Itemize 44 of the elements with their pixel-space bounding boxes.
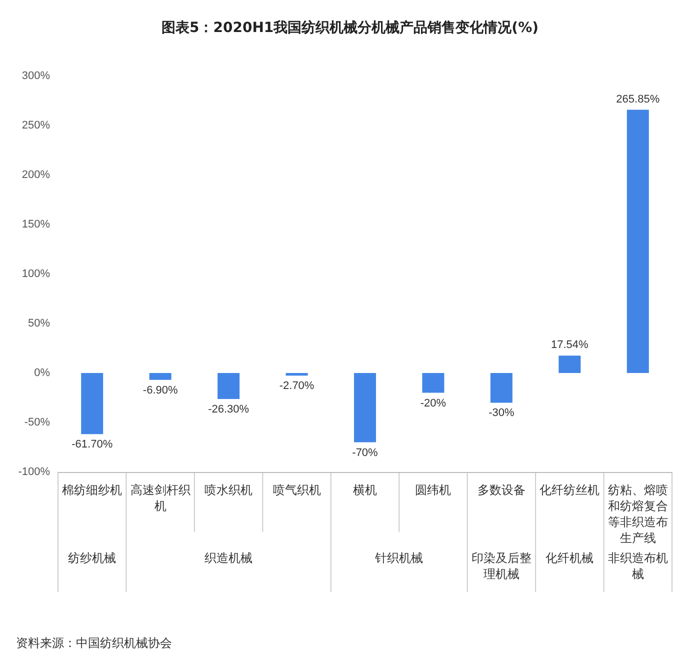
- bar: [626, 110, 649, 373]
- text: 纺纱机械: [68, 551, 116, 565]
- data-label: -6.90%: [142, 384, 178, 396]
- text: 针织机械: [374, 551, 424, 565]
- bar: [149, 373, 172, 380]
- y-tick-label: 200%: [22, 169, 50, 181]
- x-tick-label: 纺粘、熔喷和纺熔复合等非织造布生产线: [608, 483, 668, 545]
- x-tick-label: 圆纬机: [415, 483, 452, 497]
- bar: [218, 373, 240, 400]
- chart-title: 图表5：2020H1我国纺织机械分机械产品销售变化情况(%): [162, 19, 538, 36]
- y-tick-label: 100%: [22, 268, 50, 280]
- data-label: -26.30%: [208, 404, 250, 416]
- x-tick-label: 喷水织机: [204, 483, 253, 497]
- x-tick-label: 喷气织机: [272, 483, 321, 497]
- x-tick-label: 高速剑杆织机: [130, 483, 190, 513]
- y-tick-label: -100%: [18, 466, 50, 478]
- data-label: -70%: [352, 446, 378, 459]
- y-tick-label: 0%: [34, 367, 50, 379]
- text: 资料来源：中国纺织机械协会: [16, 636, 172, 650]
- bar: [354, 373, 376, 442]
- y-tick-label: 150%: [22, 218, 50, 230]
- data-label: -2.70%: [279, 380, 314, 392]
- data-label: -30%: [488, 407, 514, 420]
- y-tick-label: 300%: [22, 70, 50, 82]
- y-tick-label: 250%: [22, 120, 50, 132]
- bar: [422, 373, 444, 393]
- x-tick-label: 化纤纺丝机: [540, 483, 600, 497]
- bar: [490, 373, 512, 403]
- data-label: -61.70%: [72, 438, 113, 451]
- text: 非织造布机械: [608, 551, 668, 581]
- y-tick-label: -50%: [24, 416, 50, 428]
- data-label: 265.85%: [616, 93, 660, 106]
- text: 印染及后整理机械: [471, 551, 532, 581]
- y-tick-label: 50%: [28, 318, 50, 330]
- x-tick-label: 多数设备: [477, 483, 526, 497]
- data-label: 17.54%: [551, 339, 589, 352]
- bar: [558, 356, 581, 373]
- text: 织造机械: [204, 551, 253, 565]
- text: 化纤机械: [546, 551, 594, 565]
- data-label: -20%: [420, 397, 446, 410]
- x-tick-label: 横机: [353, 483, 377, 497]
- x-tick-label: 棉纺细纱机: [62, 483, 122, 497]
- bar: [81, 373, 104, 434]
- bar: [286, 373, 308, 376]
